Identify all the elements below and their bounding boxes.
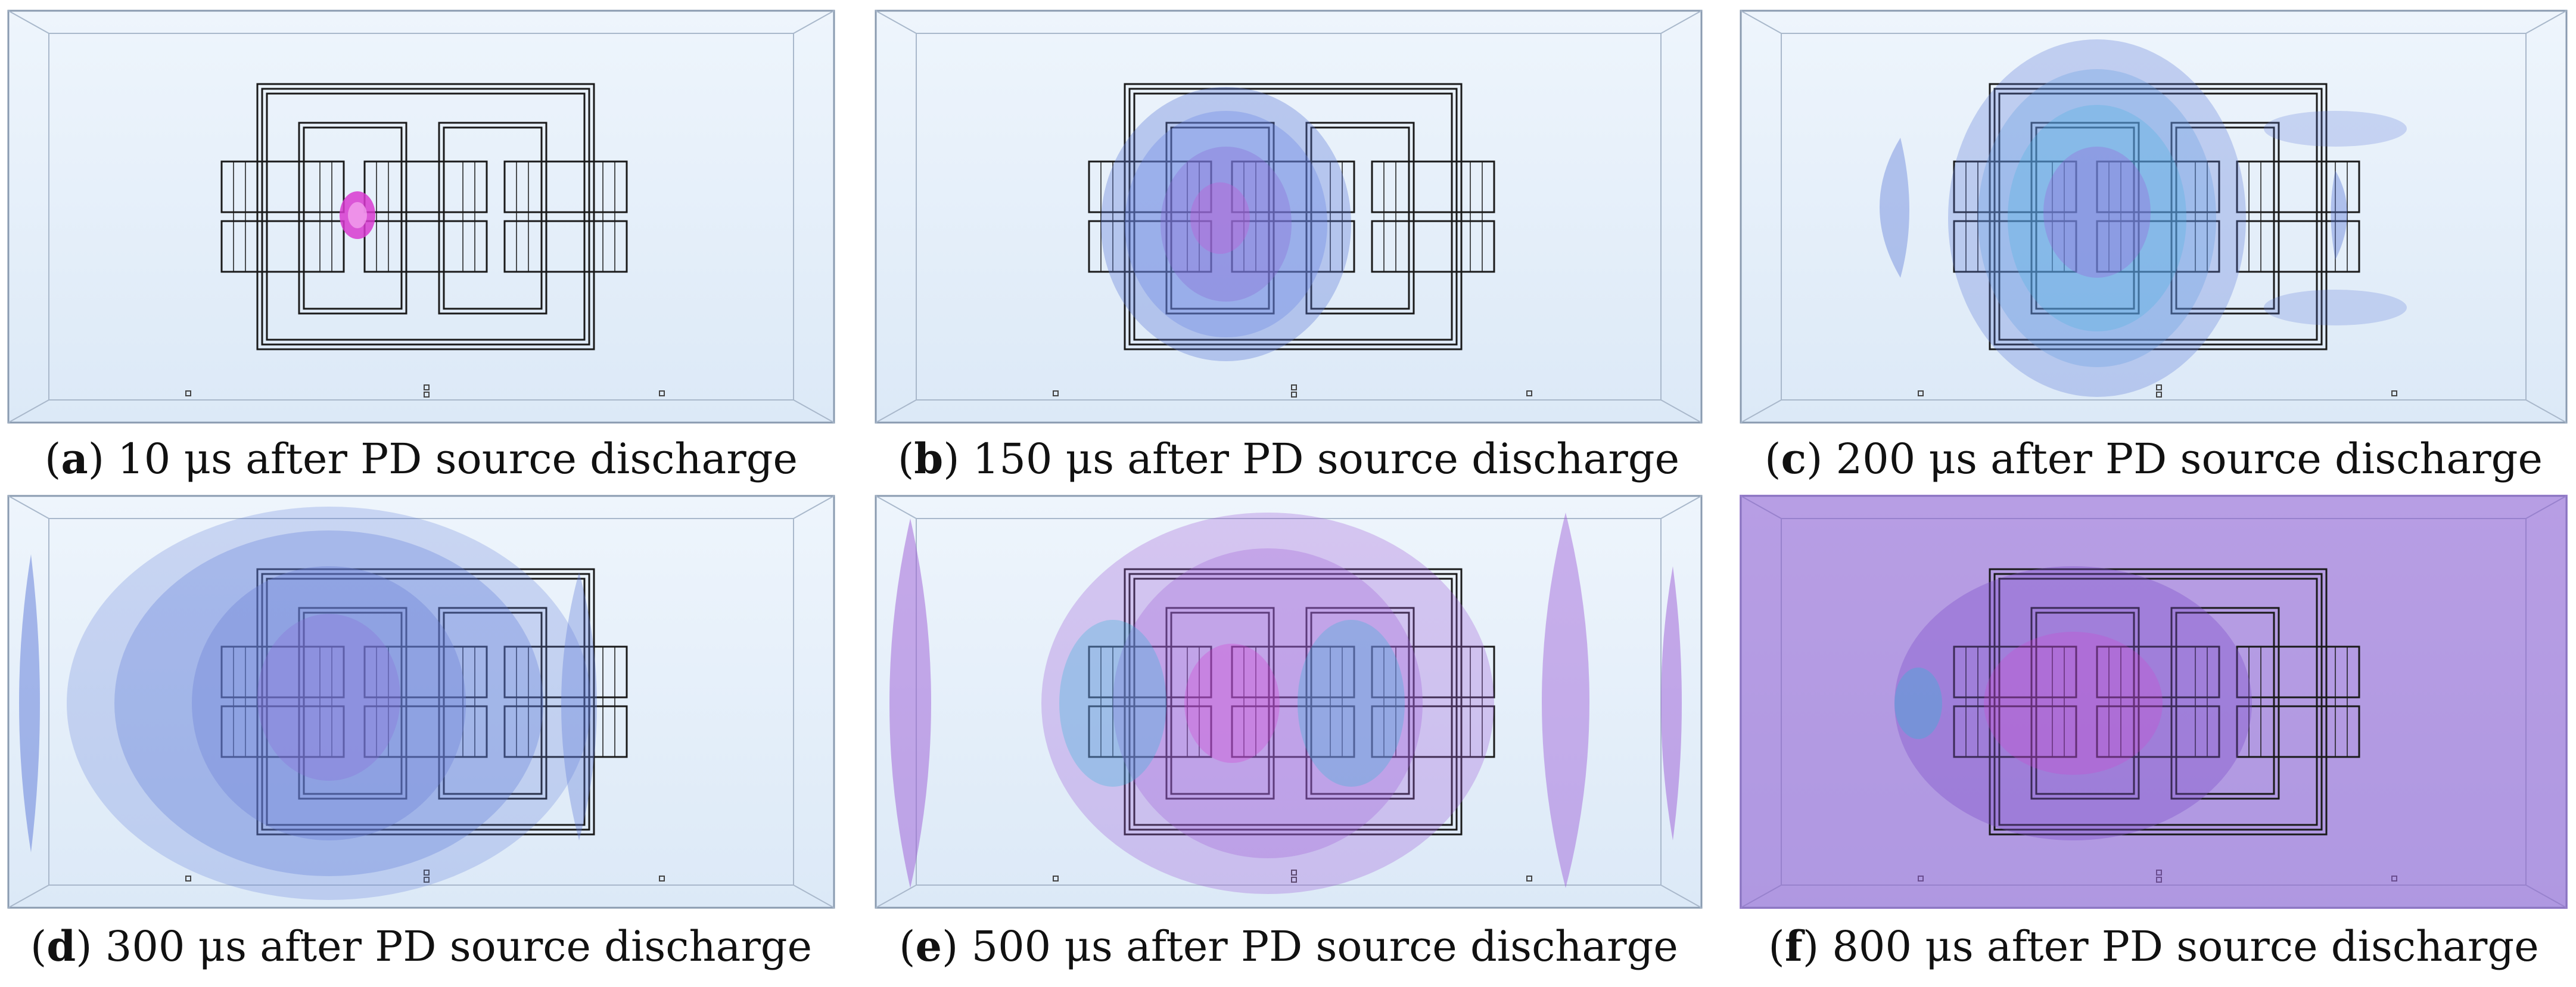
panel-d-image [7,495,835,909]
wavefront-shell [1101,87,1351,361]
panel-a [7,10,835,424]
caption-e: (e) 500 μs after PD source discharge [899,921,1678,971]
panel-f [1740,495,2568,909]
reflected-wave-left [19,554,40,852]
panel-c [1740,10,2568,424]
wavefront-shell [67,507,591,900]
caption-b: (b) 150 μs after PD source discharge [897,434,1680,483]
panel-b-image [875,10,1703,424]
reflected-wave-left [889,519,931,888]
panel-d [7,495,835,909]
wavefront-shell [1948,39,2246,397]
panel-e [875,495,1703,909]
caption-d: (d) 300 μs after PD source discharge [30,921,813,971]
wave-fill [1740,495,2568,909]
panel-e-image [875,495,1703,909]
caption-f: (f) 800 μs after PD source discharge [1768,921,2539,971]
panel-c-image [1740,10,2568,424]
wavefront-shell [1041,513,1494,894]
caption-c: (c) 200 μs after PD source discharge [1765,434,2543,483]
reflected-wave-left [1880,138,1909,278]
panel-b [875,10,1703,424]
panel-a-image [7,10,835,424]
panel-f-image [1740,495,2568,909]
caption-a: (a) 10 μs after PD source discharge [45,434,798,483]
